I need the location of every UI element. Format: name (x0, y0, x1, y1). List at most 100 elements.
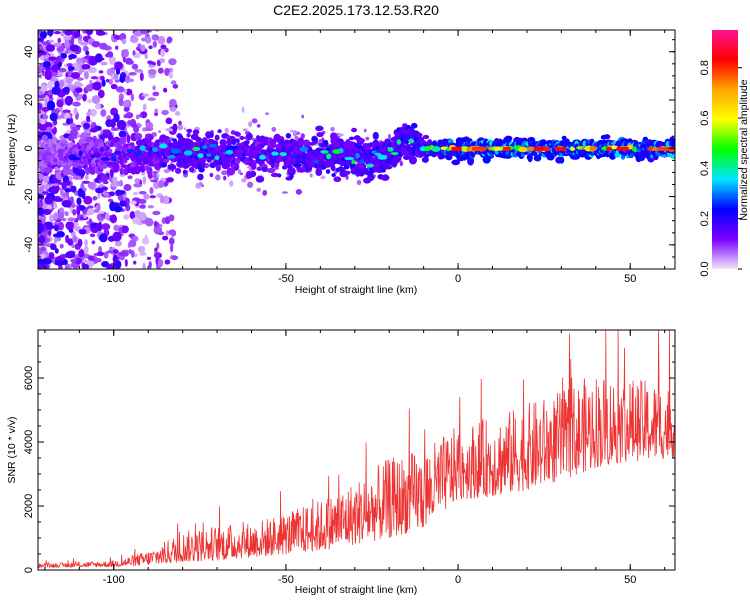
spectrogram-cell (122, 159, 128, 164)
spectrogram-cell (297, 137, 305, 146)
spectrogram-cell (138, 212, 147, 221)
spectrogram-cell (72, 175, 82, 180)
x-tick-label: 50 (624, 273, 636, 285)
spectrogram-cell (131, 63, 139, 70)
spectrogram-cell (157, 231, 165, 236)
spectrogram-cell (67, 221, 74, 229)
spectrogram-cell (48, 56, 58, 61)
spectrogram-cell (132, 216, 140, 225)
spectrogram-cell (239, 172, 244, 176)
figure-title: C2E2.2025.173.12.53.R20 (273, 2, 439, 18)
spectrogram-cell (141, 237, 150, 245)
spectrogram-cell (390, 151, 399, 156)
spectrogram-cell (422, 134, 430, 140)
spectrogram-cell (135, 114, 140, 120)
colorbar-ticks: 0.0 0.2 0.4 0.6 0.8 (699, 60, 742, 277)
spectrogram-cell (163, 158, 170, 163)
spectrogram-cell (140, 30, 148, 35)
spectrogram-cell (77, 38, 83, 44)
spectrogram-cell (279, 152, 287, 157)
spectrogram-cell (199, 181, 203, 186)
spectrogram-cell (170, 80, 177, 85)
spectrogram-cell (38, 244, 43, 249)
spectrogram-cell (41, 191, 49, 195)
spectrogram-cell (614, 152, 621, 158)
spectrogram-cell (91, 240, 96, 245)
spectrogram-cell (138, 190, 147, 195)
colorbar-tick-label: 0.2 (699, 211, 711, 226)
spectrogram-cell (119, 136, 127, 145)
spectrogram-cell (320, 150, 329, 154)
spectrogram-cell (126, 148, 134, 153)
spectrogram-cell (54, 80, 60, 90)
spectrogram-cell (110, 127, 120, 132)
spectrogram-cell (408, 138, 415, 144)
spectrogram-cell (363, 128, 367, 133)
spectrogram-cell (569, 147, 576, 152)
spectrogram-cell (326, 153, 332, 160)
spectrogram-cell (330, 126, 335, 132)
spectrogram-cell (61, 199, 72, 208)
spectrogram-cell (148, 64, 155, 68)
spectrogram-cell (82, 263, 89, 269)
spectrogram-cell (69, 44, 80, 52)
spectrogram-cell (157, 35, 166, 45)
spectrogram-cell (147, 60, 153, 65)
spectrogram-cell (39, 253, 46, 259)
spectrogram-cell (148, 45, 153, 50)
spectrogram-cell (38, 102, 43, 111)
spectrogram-cell (100, 109, 107, 117)
spectrogram-cell (125, 80, 130, 84)
spectrogram-cell (142, 93, 150, 97)
spectrogram-cell (137, 43, 142, 48)
spectrogram-cell (118, 97, 124, 107)
spectrogram-cell (42, 114, 49, 120)
spectrogram-cell (129, 142, 135, 147)
spectrogram-cell (46, 100, 56, 111)
spectrogram-cell (169, 106, 177, 112)
spectrogram-cell (64, 30, 73, 36)
spectrogram-cell (119, 180, 124, 187)
spectrogram-cell (214, 155, 220, 161)
spectrogram-cell (108, 191, 116, 197)
spectrogram-cell (146, 256, 152, 260)
spectrogram-cell (99, 42, 108, 50)
spectrogram-cell (344, 156, 355, 161)
spectrogram-cell (87, 181, 95, 189)
spectrogram-cell (103, 251, 109, 259)
spectrogram-cell (169, 99, 177, 107)
spectrogram-cell (295, 189, 303, 195)
spectrogram-cell (91, 40, 101, 48)
spectrogram-cell (145, 36, 152, 44)
spectrogram-cell (209, 132, 214, 138)
spectrogram-cell (121, 225, 129, 234)
spectrogram-cell (143, 193, 150, 200)
spectrogram-cell (382, 174, 389, 181)
snr-x-axis: -100 -50 0 50 (44, 330, 666, 586)
y-tick-label: 40 (23, 46, 35, 58)
spectrogram-cell (73, 107, 78, 115)
spectrogram-cell (94, 81, 99, 87)
spectrogram-cell (130, 200, 137, 205)
spectrogram-cell (295, 162, 302, 168)
spectrogram-cell (133, 123, 137, 128)
spectrogram-cell (106, 51, 114, 58)
spectrogram-cell (215, 163, 221, 172)
spectrogram-cell (290, 129, 294, 133)
spectrogram-cell (217, 129, 222, 134)
snr-panel: -100 -50 0 50 0 2000 4000 6000 Height of strai… (6, 329, 676, 596)
spectrogram-cell (527, 153, 533, 163)
spectrogram-cell (589, 145, 597, 152)
spectrogram-x-label: Height of straight line (km) (295, 284, 418, 296)
spectrogram-cell (159, 195, 165, 204)
spectrogram-cell (533, 146, 548, 151)
spectrogram-cell (69, 129, 78, 136)
spectrogram-cell (670, 154, 675, 159)
spectrogram-cell (83, 245, 89, 254)
spectrogram-cell (119, 200, 127, 207)
spectrogram-cell (287, 166, 296, 176)
spectrogram-cell (672, 138, 675, 146)
spectrogram-cell (76, 205, 81, 216)
spectrogram-cell (316, 131, 324, 138)
